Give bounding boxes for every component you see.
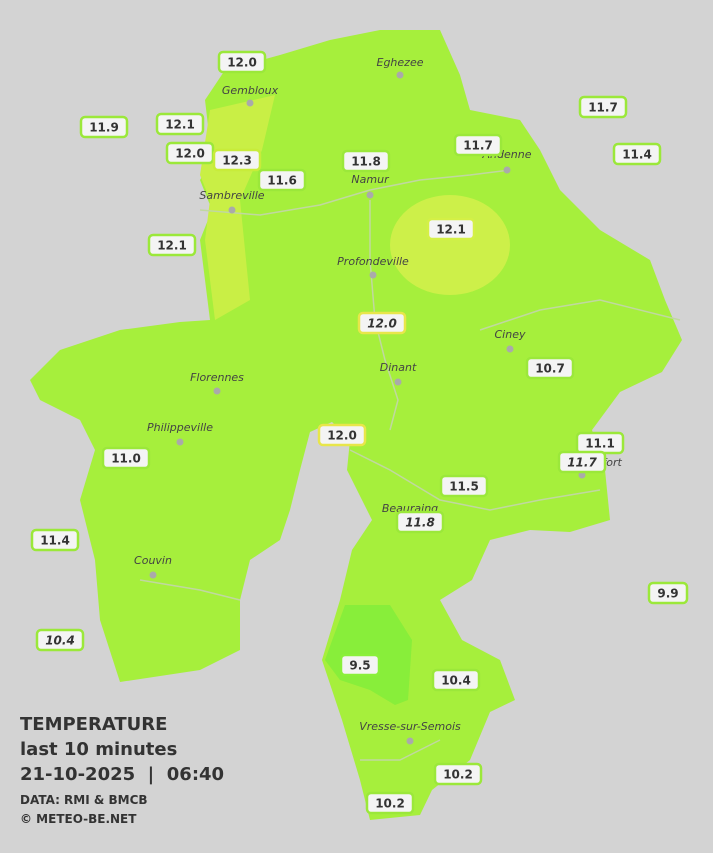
town-label: Dinant [380,361,417,374]
station-value: 12.0 [227,56,257,70]
station-badge [217,50,267,74]
station-value: 11.8 [405,516,435,530]
town-dot [369,271,377,279]
legend: TEMPERATURE last 10 minutes 21-10-2025 |… [20,714,224,826]
warm-zone [390,195,510,295]
station-badge [578,95,628,119]
station-value: 10.4 [441,674,471,688]
station-badge [30,528,80,552]
station-value: 12.0 [175,147,205,161]
station-value: 12.1 [165,118,195,132]
station-badge [147,233,197,257]
station-value: 10.2 [443,768,473,782]
town-label: Philippeville [147,421,213,434]
station-badge [317,423,367,447]
town-dot [228,206,236,214]
station-value: 9.5 [349,659,370,673]
legend-title: TEMPERATURE [20,714,167,735]
station-badge [212,148,262,172]
station-value: 10.2 [375,797,405,811]
town-dot [396,71,404,79]
town-label: Eghezee [377,56,424,69]
station-badge [257,168,307,192]
station-badge [395,510,445,534]
station-badge [557,450,607,474]
town-label: Couvin [134,554,172,567]
town-label: Namur [351,173,390,186]
station-value: 12.1 [436,223,466,237]
station-value: 11.6 [267,174,297,188]
town-dot [394,378,402,386]
station-value: 12.0 [367,317,397,331]
station-value: 11.7 [588,101,618,115]
station-value: 10.7 [535,362,565,376]
town-dot [406,737,414,745]
town-label: Profondeville [337,255,409,268]
town-label: Gembloux [222,84,279,97]
town-dot [213,387,221,395]
station-badge [79,115,129,139]
town-label: Sambreville [199,189,264,202]
station-value: 11.5 [449,480,479,494]
town-dot [246,99,254,107]
station-value: 11.0 [111,452,141,466]
legend-datetime: 21-10-2025 | 06:40 [20,764,224,785]
town-label: Ciney [495,328,526,341]
station-badge [357,311,407,335]
town-dot [506,345,514,353]
station-badge [341,149,391,173]
station-value: 11.1 [585,437,615,451]
station-badge [453,133,503,157]
legend-subtitle: last 10 minutes [20,739,177,760]
station-value: 12.0 [327,429,357,443]
town-label: Vresse-sur-Semois [359,720,461,733]
town-dot [176,438,184,446]
legend-source: DATA: RMI & BMCB [20,793,148,807]
station-badge [433,762,483,786]
town-dot [503,166,511,174]
station-badge [101,446,151,470]
station-value: 12.3 [222,154,252,168]
legend-credit: © METEO-BE.NET [20,812,137,826]
station-badge [431,668,481,692]
station-badge [426,217,476,241]
station-badge [525,356,575,380]
station-value: 11.7 [463,139,493,153]
town-dot [149,571,157,579]
town-dot [366,191,374,199]
station-value: 11.7 [567,456,597,470]
station-value: 12.1 [157,239,187,253]
station-value: 11.4 [40,534,70,548]
station-badge [155,112,205,136]
town-label: Florennes [190,371,244,384]
station-badge [365,791,415,815]
station-badge [439,474,489,498]
station-value: 9.9 [657,587,678,601]
station-badge [647,581,689,605]
station-value: 11.4 [622,148,652,162]
station-value: 11.9 [89,121,119,135]
station-badge [35,628,85,652]
station-badge [612,142,662,166]
station-badge [339,653,381,677]
station-value: 10.4 [45,634,75,648]
station-value: 11.8 [351,155,381,169]
river [139,169,681,761]
